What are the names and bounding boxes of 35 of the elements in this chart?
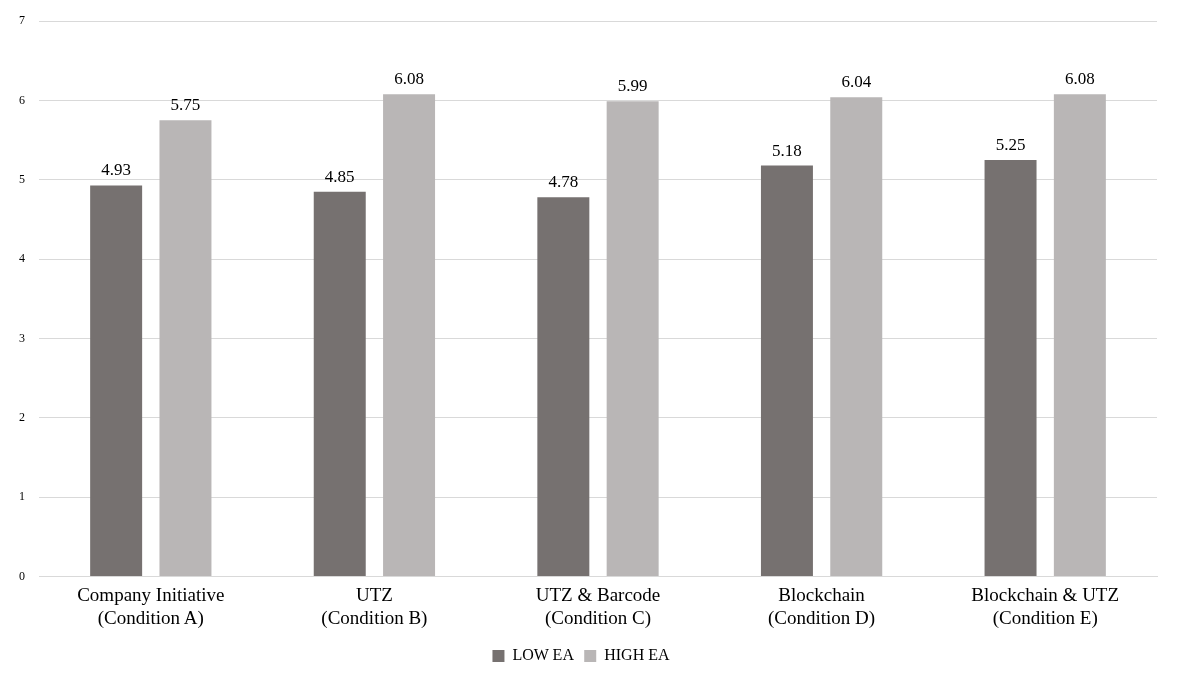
bar <box>1053 94 1106 576</box>
y-tick-label: 3 <box>19 330 25 345</box>
y-tick-label: 1 <box>19 489 25 504</box>
y-tick-label: 2 <box>19 409 25 424</box>
x-tick-label: Blockchain (Condition D) <box>768 583 876 629</box>
bar <box>830 97 883 576</box>
y-tick-label: 6 <box>19 92 25 107</box>
bar <box>159 120 212 576</box>
y-tick-label: 7 <box>19 13 25 28</box>
x-tick-label: UTZ & Barcode (Condition C) <box>535 583 661 629</box>
bar <box>760 165 813 576</box>
x-tick-label: Company Initiative (Condition A) <box>77 583 225 629</box>
data-label: 6.08 <box>1064 69 1095 89</box>
data-label: 6.08 <box>394 69 424 89</box>
bar <box>383 94 436 576</box>
data-label: 5.25 <box>995 134 1026 154</box>
data-label: 5.99 <box>617 76 648 96</box>
data-label: 4.93 <box>101 160 132 180</box>
y-tick-label: 5 <box>19 171 25 186</box>
legend-label: HIGH EA <box>604 646 670 664</box>
y-tick-label: 0 <box>19 568 25 583</box>
bar <box>984 160 1037 576</box>
bar <box>606 101 659 576</box>
data-label: 5.75 <box>170 95 201 115</box>
x-tick-label: Blockchain & UTZ (Condition E) <box>971 583 1120 629</box>
data-label: 5.18 <box>772 140 802 160</box>
data-label: 4.78 <box>548 172 579 192</box>
data-label: 6.04 <box>841 72 872 92</box>
bar <box>90 185 143 576</box>
legend-label: LOW EA <box>512 646 575 664</box>
x-tick-label: UTZ (Condition B) <box>321 583 428 629</box>
y-tick-label: 4 <box>19 251 25 266</box>
bar <box>537 197 590 576</box>
data-label: 4.85 <box>324 166 355 186</box>
bar <box>313 191 366 576</box>
